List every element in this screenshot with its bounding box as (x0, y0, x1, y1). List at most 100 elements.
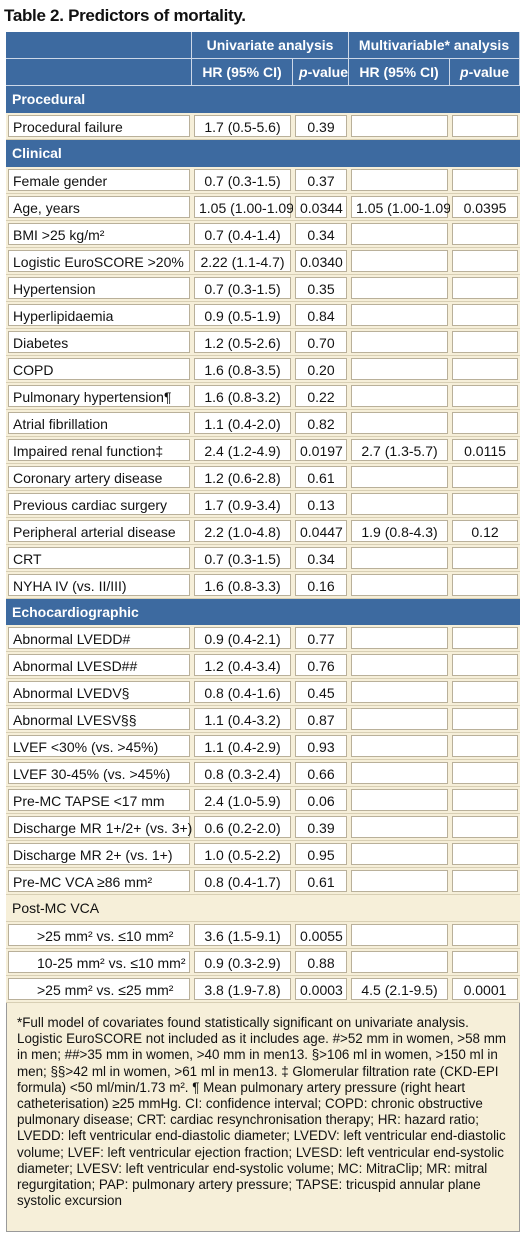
row-label: Abnormal LVEDV§ (8, 681, 190, 704)
value-multi-hr (351, 870, 449, 893)
value-cell-multi-p (450, 301, 521, 329)
row-label: Abnormal LVESV§§ (8, 708, 190, 731)
value-cell-uni-hr: 1.2 (0.4-3.4) (192, 652, 293, 680)
row-label: Pre-MC TAPSE <17 mm (8, 789, 190, 812)
value-multi-hr (351, 168, 449, 191)
value-cell-uni-p: 0.37 (293, 166, 350, 194)
table-row: Post-MC VCA (6, 895, 521, 923)
value-uni-hr: 1.6 (0.8-3.2) (194, 384, 291, 407)
value-uni-p: 0.13 (295, 492, 348, 515)
value-multi-hr (351, 249, 449, 272)
value-cell-uni-hr: 1.6 (0.8-3.5) (192, 355, 293, 383)
value-multi-p (452, 681, 519, 704)
value-cell-multi-p (450, 382, 521, 410)
value-cell-uni-p: 0.87 (293, 706, 350, 734)
value-uni-hr: 1.7 (0.5-5.6) (194, 114, 291, 137)
section-title: Echocardiographic (6, 598, 521, 626)
section-title: Procedural (6, 85, 521, 113)
value-multi-p (452, 357, 519, 380)
row-label: Previous cardiac surgery (8, 492, 190, 515)
value-cell-uni-p: 0.0055 (293, 922, 350, 950)
row-label-cell: COPD (6, 355, 192, 383)
value-cell-multi-p (450, 868, 521, 896)
value-multi-hr (351, 654, 449, 677)
table-row: Procedural failure 1.7 (0.5-5.6) 0.39 (6, 112, 521, 140)
value-cell-uni-p: 0.16 (293, 571, 350, 599)
value-cell-uni-p: 0.84 (293, 301, 350, 329)
header-blank (6, 58, 192, 86)
value-cell-uni-p: 0.22 (293, 382, 350, 410)
header-multi-p: p-value (450, 58, 521, 86)
section-title: Clinical (6, 139, 521, 167)
p-italic: p (299, 63, 308, 80)
value-multi-p: 0.0001 (452, 978, 519, 1001)
table-row: Hyperlipidaemia 0.9 (0.5-1.9) 0.84 (6, 301, 521, 329)
value-cell-multi-p (450, 112, 521, 140)
table-row: Logistic EuroSCORE >20% 2.22 (1.1-4.7) 0.0… (6, 247, 521, 275)
table-row: BMI >25 kg/m² 0.7 (0.4-1.4) 0.34 (6, 220, 521, 248)
value-uni-p: 0.61 (295, 465, 348, 488)
value-multi-p (452, 654, 519, 677)
value-cell-uni-p: 0.0340 (293, 247, 350, 275)
value-cell-multi-p (450, 949, 521, 977)
value-uni-p: 0.16 (295, 573, 348, 596)
value-multi-hr (351, 357, 449, 380)
value-multi-p (452, 465, 519, 488)
table-row: Abnormal LVESD## 1.2 (0.4-3.4) 0.76 (6, 652, 521, 680)
row-label-cell: LVEF <30% (vs. >45%) (6, 733, 192, 761)
row-label-cell: Coronary artery disease (6, 463, 192, 491)
value-uni-p (295, 897, 347, 919)
row-label-cell: Diabetes (6, 328, 192, 356)
value-multi-p (452, 249, 519, 272)
value-cell-uni-hr: 0.7 (0.3-1.5) (192, 166, 293, 194)
value-cell-multi-hr (349, 301, 451, 329)
row-label: Atrial fibrillation (8, 411, 190, 434)
value-cell-uni-hr: 0.9 (0.4-2.1) (192, 625, 293, 653)
value-cell-multi-p (450, 679, 521, 707)
value-cell-multi-hr (349, 895, 451, 923)
value-uni-p: 0.06 (295, 789, 348, 812)
value-uni-p: 0.93 (295, 735, 348, 758)
value-cell-multi-p (450, 760, 521, 788)
value-uni-p: 0.39 (295, 114, 348, 137)
value-uni-hr: 2.4 (1.2-4.9) (194, 438, 291, 461)
row-label-cell: >25 mm² vs. ≤10 mm² (6, 922, 192, 950)
value-cell-multi-hr: 2.7 (1.3-5.7) (349, 436, 451, 464)
row-label: Discharge MR 2+ (vs. 1+) (8, 843, 190, 866)
header-multi-hr: HR (95% CI) (349, 58, 451, 86)
value-uni-p: 0.70 (295, 330, 348, 353)
value-cell-uni-hr: 0.7 (0.4-1.4) (192, 220, 293, 248)
value-uni-p: 0.61 (295, 870, 348, 893)
value-uni-hr: 1.2 (0.4-3.4) (194, 654, 291, 677)
value-cell-uni-hr: 1.1 (0.4-2.0) (192, 409, 293, 437)
value-uni-p: 0.0003 (295, 978, 348, 1001)
value-cell-multi-p (450, 571, 521, 599)
value-cell-uni-p: 0.95 (293, 841, 350, 869)
row-label: BMI >25 kg/m² (8, 222, 190, 245)
value-multi-hr (351, 735, 449, 758)
value-cell-uni-hr: 0.6 (0.2-2.0) (192, 814, 293, 842)
value-multi-p: 0.0115 (452, 438, 519, 461)
row-label-cell: Discharge MR 1+/2+ (vs. 3+) (6, 814, 192, 842)
value-cell-uni-p: 0.0344 (293, 193, 350, 221)
value-cell-multi-p (450, 355, 521, 383)
value-cell-multi-p (450, 733, 521, 761)
row-label-cell: Discharge MR 2+ (vs. 1+) (6, 841, 192, 869)
table-row: NYHA IV (vs. II/III) 1.6 (0.8-3.3) 0.16 (6, 571, 521, 599)
value-multi-hr (351, 627, 449, 650)
value-cell-uni-hr: 2.4 (1.0-5.9) (192, 787, 293, 815)
value-cell-multi-p (450, 895, 521, 923)
table-row: LVEF <30% (vs. >45%) 1.1 (0.4-2.9) 0.93 (6, 733, 521, 761)
value-cell-uni-p: 0.70 (293, 328, 350, 356)
value-cell-uni-p: 0.82 (293, 409, 350, 437)
value-uni-p: 0.76 (295, 654, 348, 677)
value-cell-uni-p: 0.06 (293, 787, 350, 815)
value-cell-multi-hr (349, 922, 451, 950)
value-uni-hr: 1.6 (0.8-3.3) (194, 573, 291, 596)
row-label: 10-25 mm² vs. ≤10 mm² (8, 951, 190, 974)
value-cell-uni-p: 0.0003 (293, 976, 350, 1004)
value-multi-hr: 1.9 (0.8-4.3) (351, 519, 449, 542)
value-multi-hr (351, 384, 449, 407)
header-blank (6, 32, 192, 59)
row-label: Hypertension (8, 276, 190, 299)
